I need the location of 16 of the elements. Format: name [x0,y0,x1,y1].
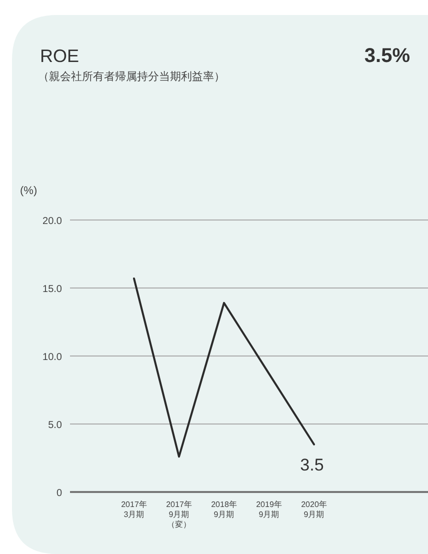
x-tick-label: 2020年9月期 [301,500,327,519]
x-tick-label: 2018年9月期 [211,500,237,519]
y-tick-label: 20.0 [42,216,62,227]
line-series [133,277,315,458]
y-axis-title: (%) [20,185,38,197]
text: 3.5% [364,45,410,67]
y-tick-label: 15.0 [42,284,62,295]
x-tick-label: 2019年9月期 [256,500,282,519]
chart-subtitle: （親会社所有者帰属持分当期利益率） [38,70,225,83]
x-tick-label: 2017年9月期（変） [166,500,192,529]
data-label: 3.5 [300,455,324,474]
y-tick-label: 5.0 [48,420,62,431]
chart-title: ROE [40,46,80,66]
x-tick-label: 2017年3月期 [121,500,147,519]
y-tick-label: 10.0 [42,352,62,363]
y-tick-label: 0 [56,488,62,499]
